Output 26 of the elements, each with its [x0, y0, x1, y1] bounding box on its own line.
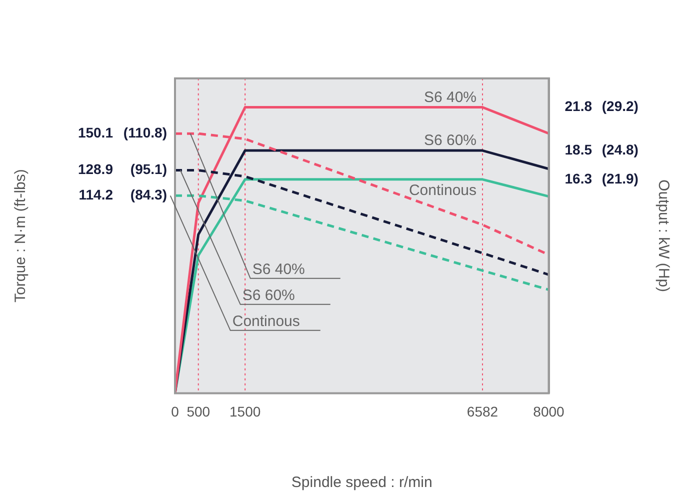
text: (21.9) — [602, 170, 638, 186]
x-tick-label: 1500 — [230, 403, 261, 420]
text: (110.8) — [123, 124, 167, 140]
x-tick-label: 8000 — [533, 403, 565, 420]
y2-axis-title: Output : kW (Hp) — [654, 180, 672, 292]
x-axis-title: Spindle speed : r/min — [291, 474, 432, 492]
x-tick-label: 500 — [186, 403, 210, 420]
series-label: S6 40% — [424, 88, 477, 106]
text: (84.3) — [130, 186, 167, 203]
y-tick-label: 150.1 — [78, 124, 114, 140]
y-axis-title: Torque : N·m (ft-lbs) — [12, 169, 30, 302]
text: (95.1) — [130, 161, 167, 178]
text: S6 40% — [252, 261, 305, 278]
y-tick-label: 128.9 — [78, 161, 114, 178]
y2-tick-label: 21.8 — [564, 98, 592, 114]
text: (29.2) — [602, 98, 638, 114]
x-tick-label: 6582 — [466, 403, 498, 420]
series-label: Continous — [408, 182, 477, 200]
text: (24.8) — [602, 141, 638, 158]
y-tick-label: 114.2 — [78, 186, 114, 203]
text: Continous — [232, 313, 300, 330]
x-tick-label: 0 — [171, 403, 180, 420]
y2-tick-label: 18.5 — [564, 141, 592, 158]
series-label: S6 60% — [424, 132, 477, 150]
y2-tick-label: 16.3 — [564, 170, 592, 186]
text: S6 60% — [242, 287, 295, 304]
